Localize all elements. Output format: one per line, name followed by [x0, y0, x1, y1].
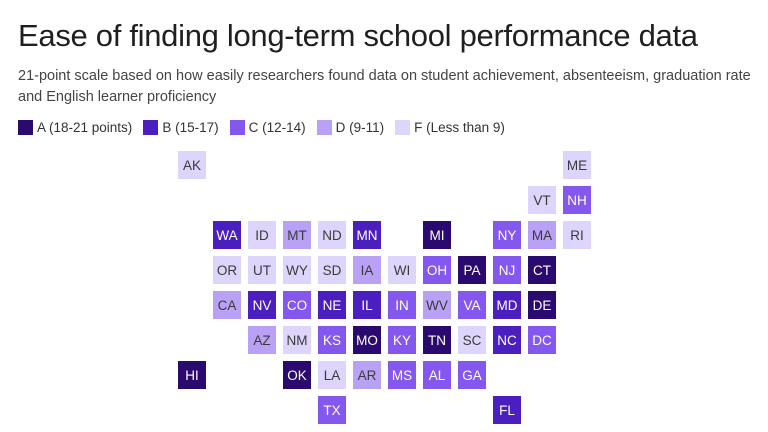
state-tile-ut: UT — [248, 256, 276, 284]
state-tile-al: AL — [423, 361, 451, 389]
state-tile-nm: NM — [283, 326, 311, 354]
state-tile-ky: KY — [388, 326, 416, 354]
legend-item-c: C (12-14) — [229, 120, 306, 135]
state-tile-nv: NV — [248, 291, 276, 319]
chart-title: Ease of finding long-term school perform… — [18, 18, 698, 53]
state-tile-mi: MI — [423, 221, 451, 249]
state-tile-tn: TN — [423, 326, 451, 354]
state-tile-nj: NJ — [493, 256, 521, 284]
legend-label-b: B (15-17) — [162, 120, 219, 135]
state-tile-ok: OK — [283, 361, 311, 389]
state-tile-ri: RI — [563, 221, 591, 249]
legend-item-f: F (Less than 9) — [395, 120, 505, 135]
state-tile-in: IN — [388, 291, 416, 319]
state-tile-pa: PA — [458, 256, 486, 284]
state-tile-sd: SD — [318, 256, 346, 284]
state-tile-co: CO — [283, 291, 311, 319]
state-tile-ga: GA — [458, 361, 486, 389]
legend-swatch-c — [229, 120, 245, 135]
state-tile-wi: WI — [388, 256, 416, 284]
legend-label-d: D (9-11) — [335, 120, 385, 135]
state-tile-mn: MN — [353, 221, 381, 249]
state-tile-mt: MT — [283, 221, 311, 249]
state-tile-vt: VT — [528, 186, 556, 214]
state-tile-ct: CT — [528, 256, 556, 284]
state-tile-va: VA — [458, 291, 486, 319]
state-tile-fl: FL — [493, 396, 521, 424]
state-tile-id: ID — [248, 221, 276, 249]
state-tile-wv: WV — [423, 291, 451, 319]
state-tile-nc: NC — [493, 326, 521, 354]
state-tile-ma: MA — [528, 221, 556, 249]
state-tile-ak: AK — [178, 151, 206, 179]
state-tile-ne: NE — [318, 291, 346, 319]
state-tile-nh: NH — [563, 186, 591, 214]
state-tile-oh: OH — [423, 256, 451, 284]
state-tile-me: ME — [563, 151, 591, 179]
state-tile-ia: IA — [353, 256, 381, 284]
state-tile-tx: TX — [318, 396, 346, 424]
state-tile-mo: MO — [353, 326, 381, 354]
state-tile-or: OR — [213, 256, 241, 284]
state-tile-md: MD — [493, 291, 521, 319]
state-tile-az: AZ — [248, 326, 276, 354]
state-tile-ca: CA — [213, 291, 241, 319]
state-tile-nd: ND — [318, 221, 346, 249]
legend-swatch-a — [18, 120, 33, 135]
chart-subtitle: 21-point scale based on how easily resea… — [18, 68, 751, 105]
legend-label-c: C (12-14) — [248, 120, 306, 135]
legend-item-d: D (9-11) — [316, 120, 385, 135]
legend-item-a: A (18-21 points) — [18, 120, 132, 135]
state-tile-de: DE — [528, 291, 556, 319]
legend-swatch-b — [143, 120, 159, 135]
state-tile-sc: SC — [458, 326, 486, 354]
legend-swatch-f — [395, 120, 411, 135]
state-tile-ny: NY — [493, 221, 521, 249]
state-tile-ms: MS — [388, 361, 416, 389]
legend-swatch-d — [316, 120, 332, 135]
legend-label-f: F (Less than 9) — [414, 120, 505, 135]
legend: A (18-21 points) B (15-17) C (12-14) D (… — [18, 120, 516, 135]
state-tile-il: IL — [353, 291, 381, 319]
state-tile-ar: AR — [353, 361, 381, 389]
legend-label-a: A (18-21 points) — [37, 120, 133, 135]
state-tile-wy: WY — [283, 256, 311, 284]
state-tile-hi: HI — [178, 361, 206, 389]
state-tile-ks: KS — [318, 326, 346, 354]
state-tile-wa: WA — [213, 221, 241, 249]
state-tile-la: LA — [318, 361, 346, 389]
legend-item-b: B (15-17) — [143, 120, 219, 135]
state-tile-dc: DC — [528, 326, 556, 354]
